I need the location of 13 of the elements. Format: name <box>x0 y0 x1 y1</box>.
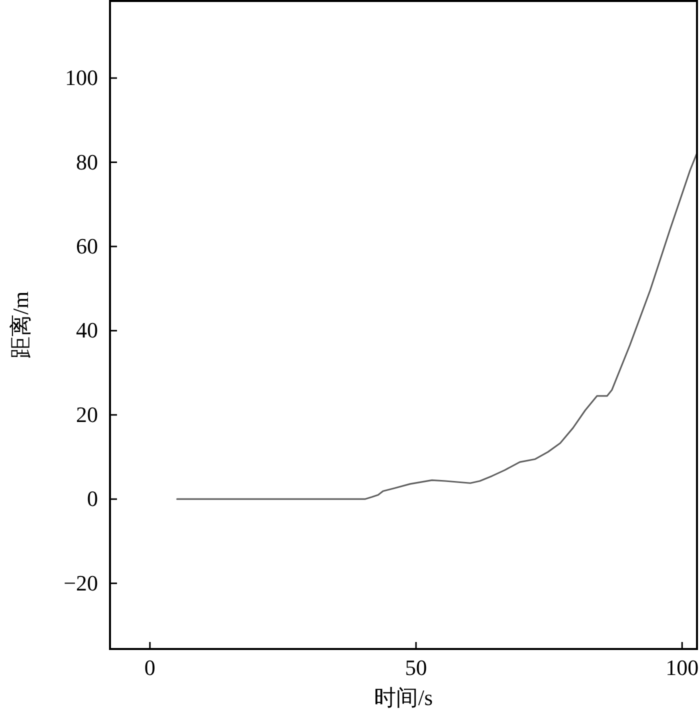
y-axis-title: 距离/m <box>8 291 33 359</box>
line-series <box>176 152 698 500</box>
y-tick-label: 0 <box>87 486 98 512</box>
x-axis-title: 时间/s <box>374 685 433 710</box>
y-tick-label: 40 <box>76 318 98 343</box>
y-tick-label: 80 <box>76 149 98 174</box>
x-tick-label: 50 <box>405 655 428 680</box>
x-tick-label: 0 <box>144 655 156 680</box>
y-tick-label: 100 <box>65 65 98 90</box>
y-tick-label: 60 <box>76 233 98 258</box>
y-tick-label: −20 <box>64 570 98 596</box>
y-tick-label: 20 <box>76 402 98 427</box>
x-tick-label: 100 <box>666 655 699 680</box>
